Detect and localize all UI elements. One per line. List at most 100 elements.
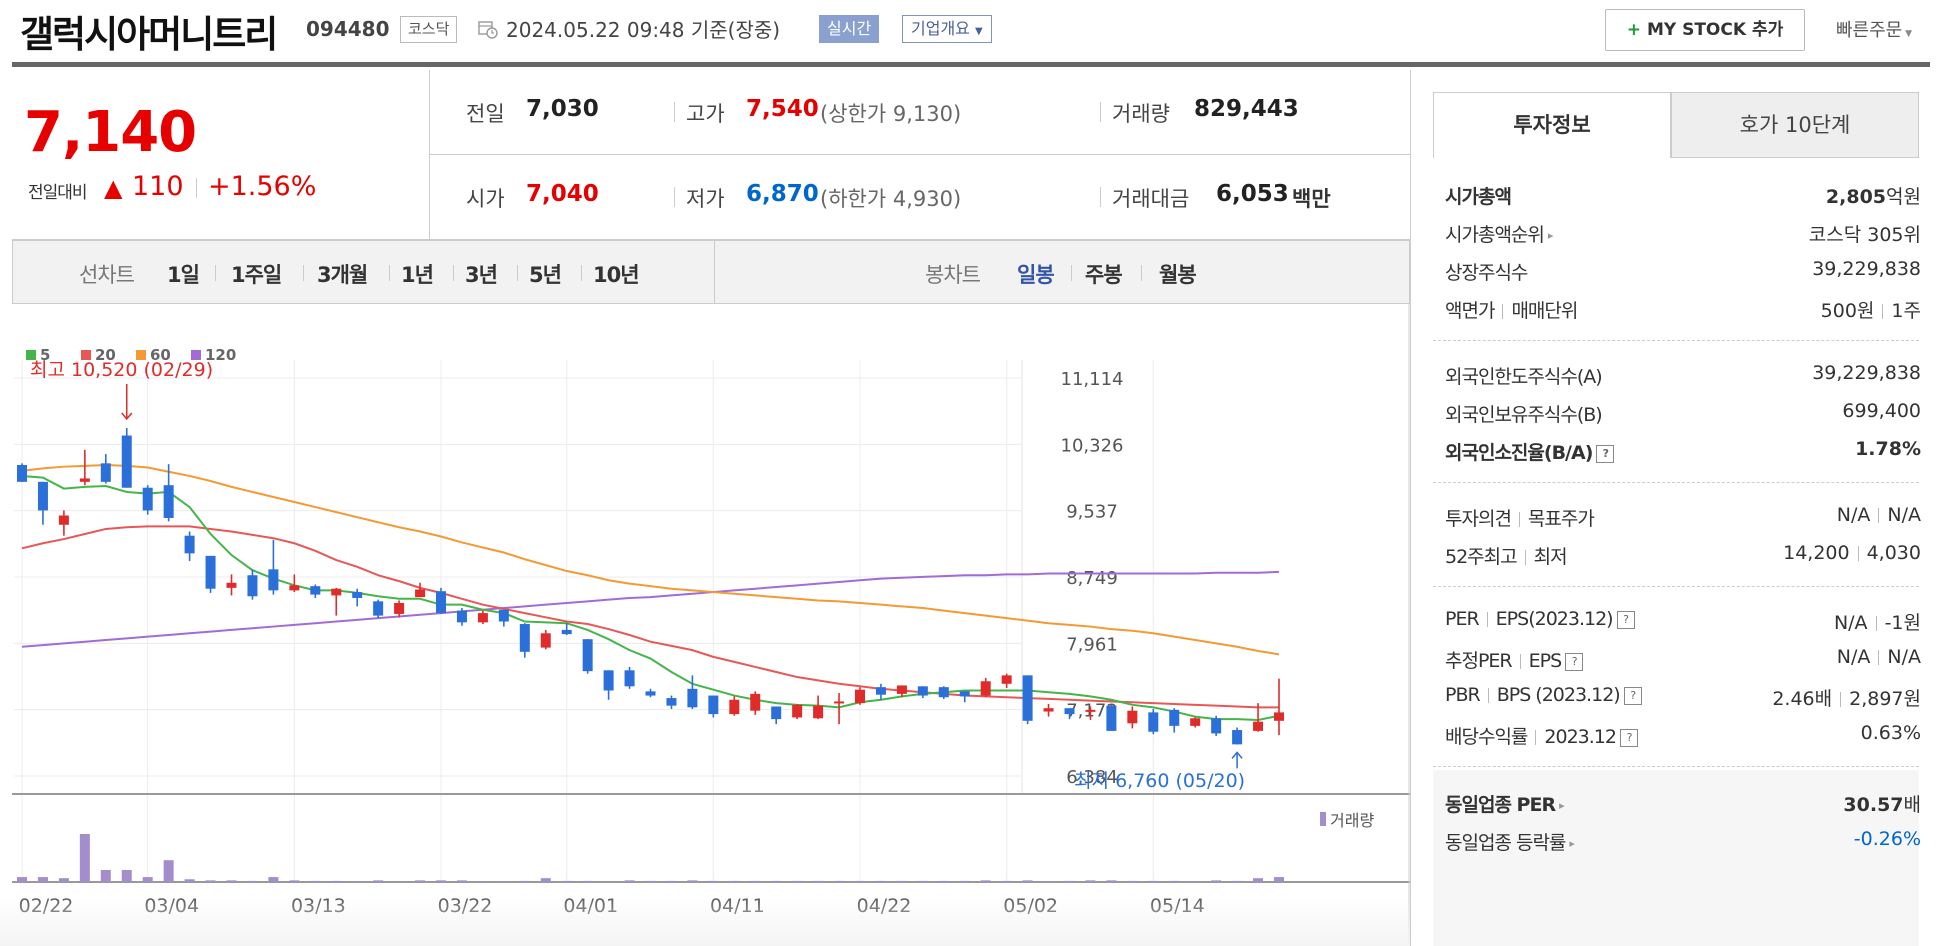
divider — [1518, 512, 1520, 527]
divider — [453, 265, 454, 281]
market-cap-number: 2,805 — [1825, 186, 1887, 208]
period-5y[interactable]: 5년 — [529, 263, 562, 287]
help-icon[interactable]: ? — [1619, 728, 1638, 747]
open-label: 시가 — [466, 187, 505, 211]
par-value-label: 액면가 매매단위 — [1445, 296, 1578, 323]
ma120-line — [21, 570, 1280, 648]
divider — [196, 178, 197, 198]
divider — [389, 265, 390, 281]
high-value: 7,540 — [746, 96, 819, 122]
period-10y[interactable]: 10년 — [593, 263, 640, 287]
candle-body — [1211, 718, 1222, 734]
period-weekly[interactable]: 주봉 — [1085, 263, 1123, 287]
help-icon[interactable]: ? — [1623, 686, 1642, 705]
divider — [1535, 730, 1537, 745]
volume-bar — [289, 880, 300, 882]
amount-label: 거래대금 — [1112, 187, 1190, 211]
help-icon[interactable]: ? — [1616, 610, 1635, 629]
legend-swatch — [136, 350, 146, 360]
volume-bar — [1148, 880, 1159, 882]
foreign-ratio-row: 외국인소진율(B/A)? 1.78% — [1445, 438, 1921, 468]
candle-body — [1253, 721, 1264, 731]
period-3y[interactable]: 3년 — [465, 263, 498, 287]
candle-body — [1190, 718, 1201, 726]
section-divider — [1433, 482, 1919, 483]
low-value: 6,870 — [746, 181, 819, 207]
up-arrow-icon: ▲ — [104, 174, 123, 202]
industry-per-row[interactable]: 동일업종 PER ▸ 30.57배 — [1445, 790, 1921, 820]
per-label: PER EPS(2023.12)? — [1445, 608, 1635, 630]
foreign-limit-label: 외국인한도주식수(A) — [1445, 366, 1603, 388]
divider — [1878, 508, 1880, 523]
industry-change-row[interactable]: 동일업종 등락률 ▸ -0.26% — [1445, 828, 1921, 858]
line-chart-label: 선차트 — [79, 263, 135, 287]
est-eps-val: N/A — [1887, 646, 1921, 668]
quick-order-label: 빠른주문 — [1836, 20, 1903, 41]
candlestick-chart[interactable]: 11,114 10,326 9,537 8,749 7,961 7,172 6,384 5 20… — [12, 304, 1410, 946]
volume-bar — [896, 880, 907, 882]
low-label: 저가 — [686, 187, 725, 211]
market-badge: 코스닥 — [400, 16, 458, 43]
per-text: PER — [1445, 608, 1480, 630]
candle-body — [205, 555, 216, 589]
candle-body — [666, 698, 677, 706]
pbr-value: 2.46배 2,897원 — [1772, 684, 1921, 711]
divider — [1502, 304, 1504, 319]
corp-summary-dropdown[interactable]: 기업개요 ▼ — [902, 15, 992, 43]
y-tick-label: 6,384 — [1066, 767, 1118, 788]
add-my-stock-button[interactable]: + MY STOCK 추가 — [1605, 9, 1805, 51]
period-3m[interactable]: 3개월 — [317, 263, 368, 287]
volume-bar — [247, 880, 258, 882]
period-1w[interactable]: 1주일 — [231, 263, 282, 287]
volume-legend-swatch — [1320, 812, 1326, 826]
candle-body — [561, 629, 572, 635]
candle-body — [1001, 675, 1012, 684]
market-cap-rank-row[interactable]: 시가총액순위 ▸ 코스닥 305위 — [1445, 220, 1921, 250]
volume-bar — [58, 878, 69, 882]
volume-bar — [792, 880, 803, 882]
divider — [1878, 650, 1880, 665]
candle-body — [373, 601, 384, 616]
quick-order-dropdown[interactable]: 빠른주문 ▼ — [1836, 16, 1912, 42]
volume-bar — [645, 880, 656, 882]
prev-close-value: 7,030 — [526, 96, 599, 122]
listed-shares-label: 상장주식수 — [1445, 262, 1528, 284]
plus-icon: + — [1626, 20, 1642, 40]
divider — [674, 187, 675, 207]
volume-bar — [436, 880, 446, 882]
volume-bar — [519, 880, 530, 882]
volume-bar — [729, 880, 740, 882]
candle-body — [519, 624, 530, 652]
period-daily[interactable]: 일봉 — [1017, 263, 1055, 287]
week52-value: 14,200 4,030 — [1783, 542, 1921, 564]
tab-invest-info[interactable]: 투자정보 — [1433, 92, 1671, 158]
foreign-limit-value: 39,229,838 — [1812, 362, 1921, 384]
period-1d[interactable]: 1일 — [167, 263, 200, 287]
opinion-text: 투자의견 — [1445, 508, 1512, 530]
y-tick-label: 7,961 — [1066, 634, 1118, 655]
section-divider — [1433, 586, 1919, 587]
candle-body — [687, 688, 698, 708]
corp-summary-label: 기업개요 — [911, 19, 970, 38]
industry-per-number: 30.57 — [1843, 794, 1904, 816]
y-tick-label: 10,326 — [1061, 435, 1124, 456]
period-monthly[interactable]: 월봉 — [1159, 263, 1197, 287]
candle-body — [79, 478, 90, 482]
divider — [1071, 265, 1072, 281]
help-icon[interactable]: ? — [1565, 652, 1584, 671]
trade-unit-label: 매매단위 — [1511, 300, 1578, 322]
period-1y[interactable]: 1년 — [401, 263, 434, 287]
foreign-ratio-text: 외국인소진율(B/A) — [1445, 442, 1593, 464]
tab-order-book[interactable]: 호가 10단계 — [1671, 92, 1919, 158]
volume-bar — [834, 880, 845, 882]
foreign-holding-value: 699,400 — [1842, 400, 1921, 422]
candle-body — [1043, 708, 1054, 712]
help-icon[interactable]: ? — [1596, 444, 1615, 463]
industry-per-unit: 배 — [1903, 794, 1921, 816]
ma20-line — [21, 525, 1279, 709]
stock-code: 094480 — [306, 17, 390, 41]
base-datetime: 2024.05.22 09:48 기준(장중) — [506, 18, 781, 42]
target-price-val: N/A — [1887, 504, 1921, 526]
realtime-button[interactable]: 실시간 — [819, 15, 880, 43]
